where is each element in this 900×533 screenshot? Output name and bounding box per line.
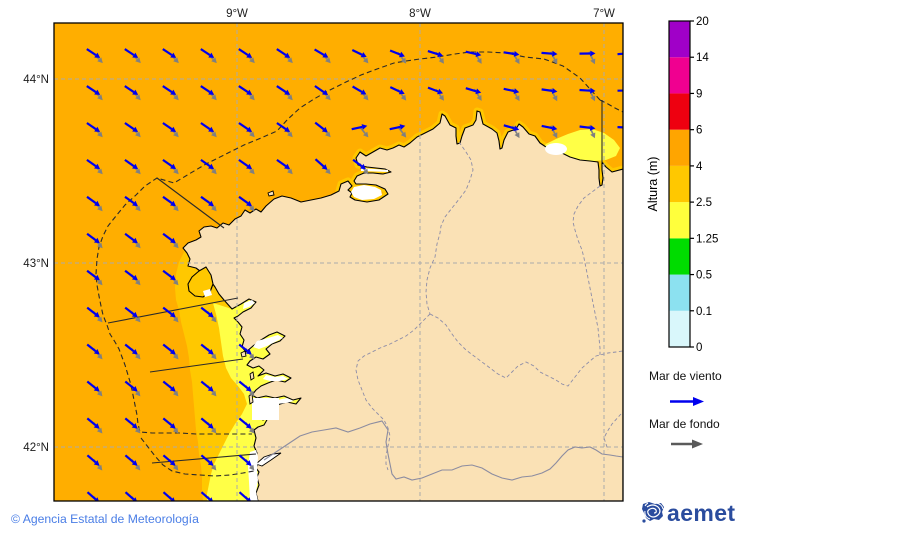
svg-text:9: 9 [696,88,702,100]
svg-text:0.5: 0.5 [696,270,712,282]
svg-text:20: 20 [696,16,709,28]
svg-text:4: 4 [696,161,703,173]
svg-text:Mar de fondo: Mar de fondo [649,417,720,431]
svg-text:Altura (m): Altura (m) [646,157,660,212]
svg-text:6: 6 [696,125,702,137]
svg-text:aemet: aemet [667,500,735,526]
svg-text:0.1: 0.1 [696,306,712,318]
svg-text:14: 14 [696,52,709,64]
svg-text:0: 0 [696,342,702,354]
svg-text:2.5: 2.5 [696,197,712,209]
svg-text:42°N: 42°N [23,442,49,454]
svg-text:© Agencia Estatal de Meteorolo: © Agencia Estatal de Meteorología [11,512,199,526]
svg-text:7°W: 7°W [593,8,615,20]
svg-text:8°W: 8°W [409,8,431,20]
svg-text:44°N: 44°N [23,74,49,86]
svg-text:9°W: 9°W [226,8,248,20]
svg-text:Mar de viento: Mar de viento [649,369,722,383]
svg-text:43°N: 43°N [23,258,49,270]
svg-text:1.25: 1.25 [696,233,718,245]
